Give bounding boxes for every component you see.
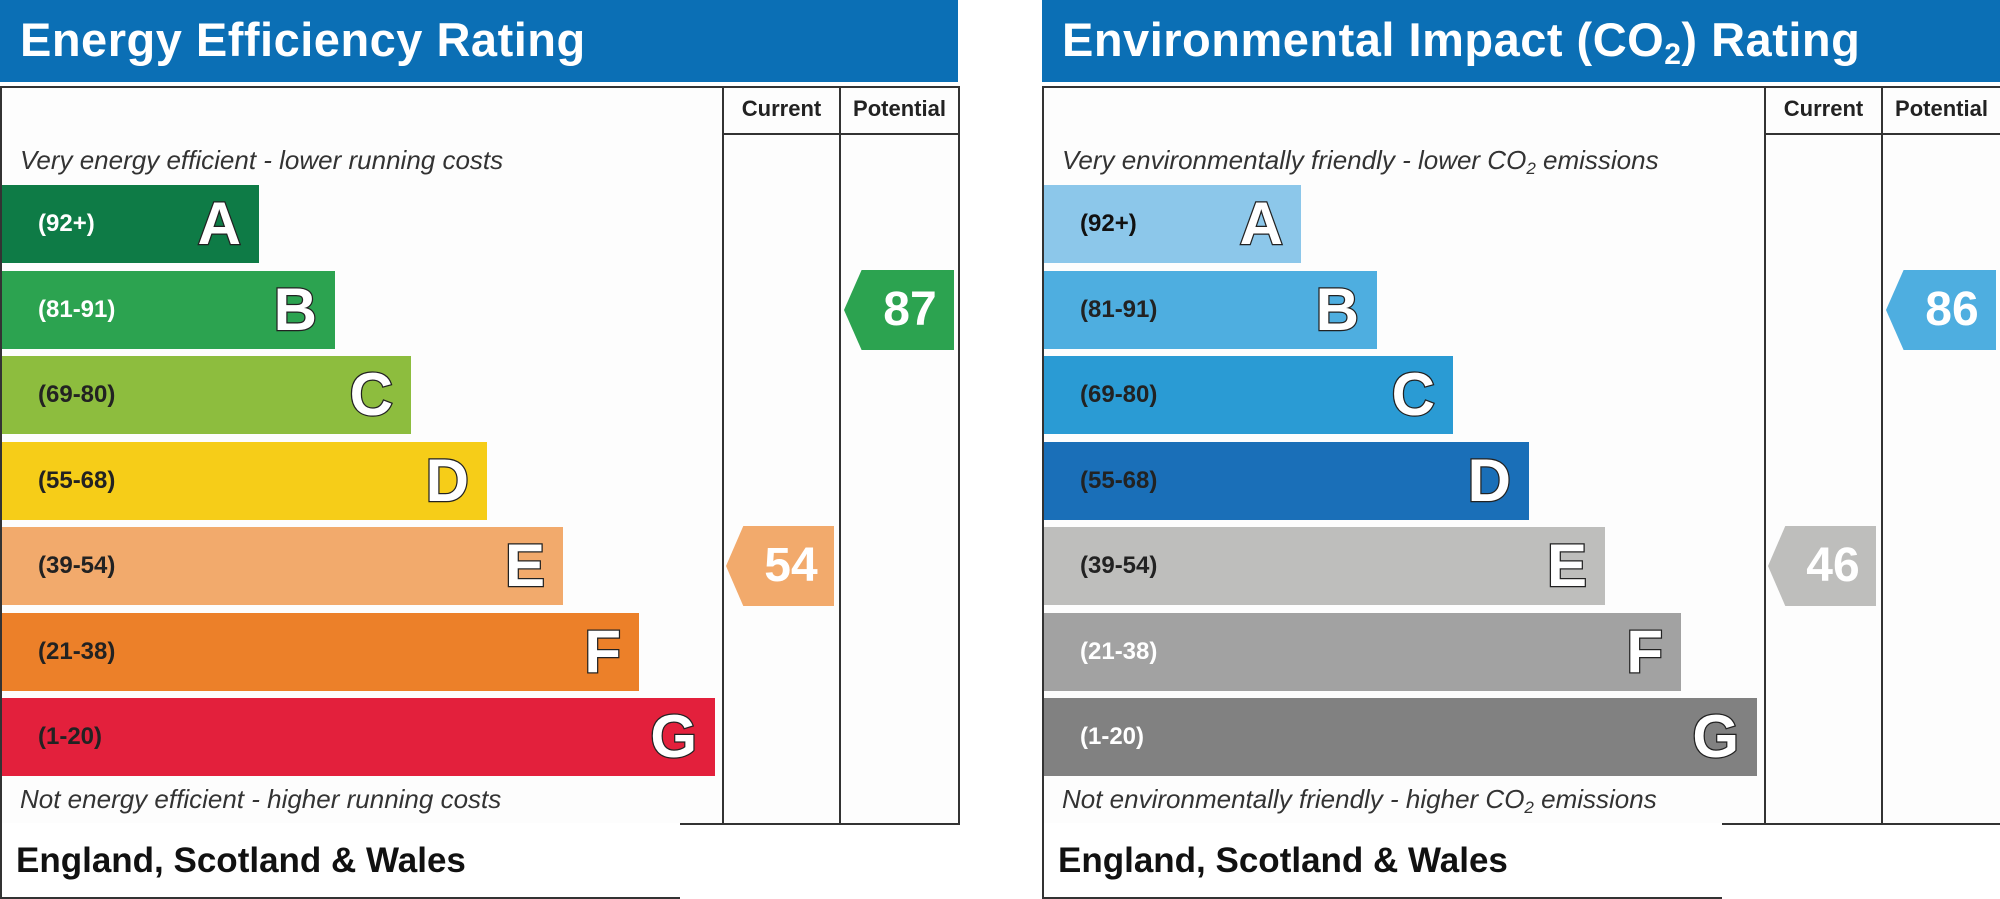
band-letter: F xyxy=(583,616,622,686)
potential-rating-value: 86 xyxy=(1925,282,1979,336)
band-range-label: (21-38) xyxy=(38,637,116,665)
potential-rating-value: 87 xyxy=(883,282,937,336)
title-bar: Energy Efficiency Rating xyxy=(0,0,958,82)
column-divider xyxy=(722,86,724,823)
band-range-label: (81-91) xyxy=(1080,295,1158,323)
energy-efficiency-panel: Energy Efficiency Rating Current Potenti… xyxy=(0,0,960,899)
footer-region: England, Scotland & Wales xyxy=(1058,841,1508,880)
header-divider xyxy=(723,133,958,135)
current-rating-marker: 46 xyxy=(1768,526,1876,606)
band-range-label: (39-54) xyxy=(1080,552,1158,579)
rating-band-e: (39-54) E xyxy=(2,527,563,605)
rating-band-b: (81-91) B xyxy=(1044,270,1377,349)
rating-band-d: (55-68) D xyxy=(2,441,487,520)
rating-band-a: (92+) A xyxy=(2,185,259,263)
environmental-impact-panel: Environmental Impact (CO2) Rating Curren… xyxy=(1042,0,2000,899)
rating-band-d: (55-68) D xyxy=(1044,441,1529,520)
band-range-label: (1-20) xyxy=(38,723,103,750)
current-rating-value: 54 xyxy=(764,539,818,592)
rating-arrow-shape xyxy=(1886,269,1996,350)
band-range-label: (92+) xyxy=(1080,210,1137,237)
band-letter: B xyxy=(272,274,318,344)
rating-band-g: (1-20) G xyxy=(1044,698,1757,776)
rating-band-c: (69-80) C xyxy=(1044,356,1453,434)
rating-band-c: (69-80) C xyxy=(2,356,411,434)
footer-region: England, Scotland & Wales xyxy=(16,841,466,880)
band-letter: G xyxy=(1691,702,1740,772)
top-note: Very environmentally friendly - lower CO… xyxy=(1062,145,1659,178)
rating-band-f: (21-38) F xyxy=(2,612,639,691)
rating-arrow-shape xyxy=(1768,526,1876,606)
rating-arrow-shape xyxy=(726,526,834,606)
band-range-label: (39-54) xyxy=(38,552,116,579)
band-range-label: (81-91) xyxy=(38,295,116,323)
band-letter: G xyxy=(649,702,698,772)
bottom-note: Not energy efficient - higher running co… xyxy=(20,784,502,814)
rating-arrow xyxy=(726,526,834,606)
rating-band-f: (21-38) F xyxy=(1044,612,1681,691)
band-letter: D xyxy=(424,445,470,515)
band-letter: B xyxy=(1314,274,1360,344)
rating-arrow xyxy=(844,269,954,350)
chart-title: Environmental Impact (CO2) Rating xyxy=(1062,13,1861,71)
footer: England, Scotland & Wales xyxy=(0,823,680,899)
header-divider xyxy=(1765,133,2000,135)
rating-band-b: (81-91) B xyxy=(2,270,335,349)
band-range-label: (21-38) xyxy=(1080,637,1158,665)
column-divider xyxy=(1764,86,1766,823)
band-range-label: (55-68) xyxy=(38,466,116,494)
band-range-label: (69-80) xyxy=(1080,381,1158,408)
rating-band-e: (39-54) E xyxy=(1044,527,1605,605)
band-letter: D xyxy=(1466,445,1512,515)
band-range-label: (92+) xyxy=(38,210,95,237)
current-rating-value: 46 xyxy=(1806,539,1860,592)
potential-column-header: Potential xyxy=(853,96,946,121)
band-letter: A xyxy=(196,189,242,259)
potential-rating-marker: 87 xyxy=(844,269,954,350)
band-range-label: (55-68) xyxy=(1080,466,1158,494)
rating-band-a: (92+) A xyxy=(1044,185,1301,263)
current-column-header: Current xyxy=(1783,96,1864,121)
band-letter: A xyxy=(1238,189,1284,259)
rating-arrow xyxy=(1768,526,1876,606)
chart-title: Energy Efficiency Rating xyxy=(20,13,586,66)
band-letter: E xyxy=(504,531,547,601)
band-letter: F xyxy=(1625,616,1664,686)
band-letter: E xyxy=(1546,531,1589,601)
rating-band-g: (1-20) G xyxy=(2,698,715,776)
potential-rating-marker: 86 xyxy=(1886,269,1996,350)
column-divider xyxy=(839,86,841,823)
footer: England, Scotland & Wales xyxy=(1042,823,1722,899)
potential-column-header: Potential xyxy=(1895,96,1988,121)
rating-arrow-shape xyxy=(844,269,954,350)
band-letter: C xyxy=(348,360,394,430)
bottom-note: Not environmentally friendly - higher CO… xyxy=(1062,784,1657,817)
top-note: Very energy efficient - lower running co… xyxy=(20,145,504,175)
rating-arrow xyxy=(1886,269,1996,350)
band-letter: C xyxy=(1390,360,1436,430)
current-column-header: Current xyxy=(741,96,822,121)
column-divider xyxy=(1881,86,1883,823)
title-bar: Environmental Impact (CO2) Rating xyxy=(1042,0,2000,82)
band-range-label: (69-80) xyxy=(38,381,116,408)
current-rating-marker: 54 xyxy=(726,526,834,606)
band-range-label: (1-20) xyxy=(1080,723,1145,750)
